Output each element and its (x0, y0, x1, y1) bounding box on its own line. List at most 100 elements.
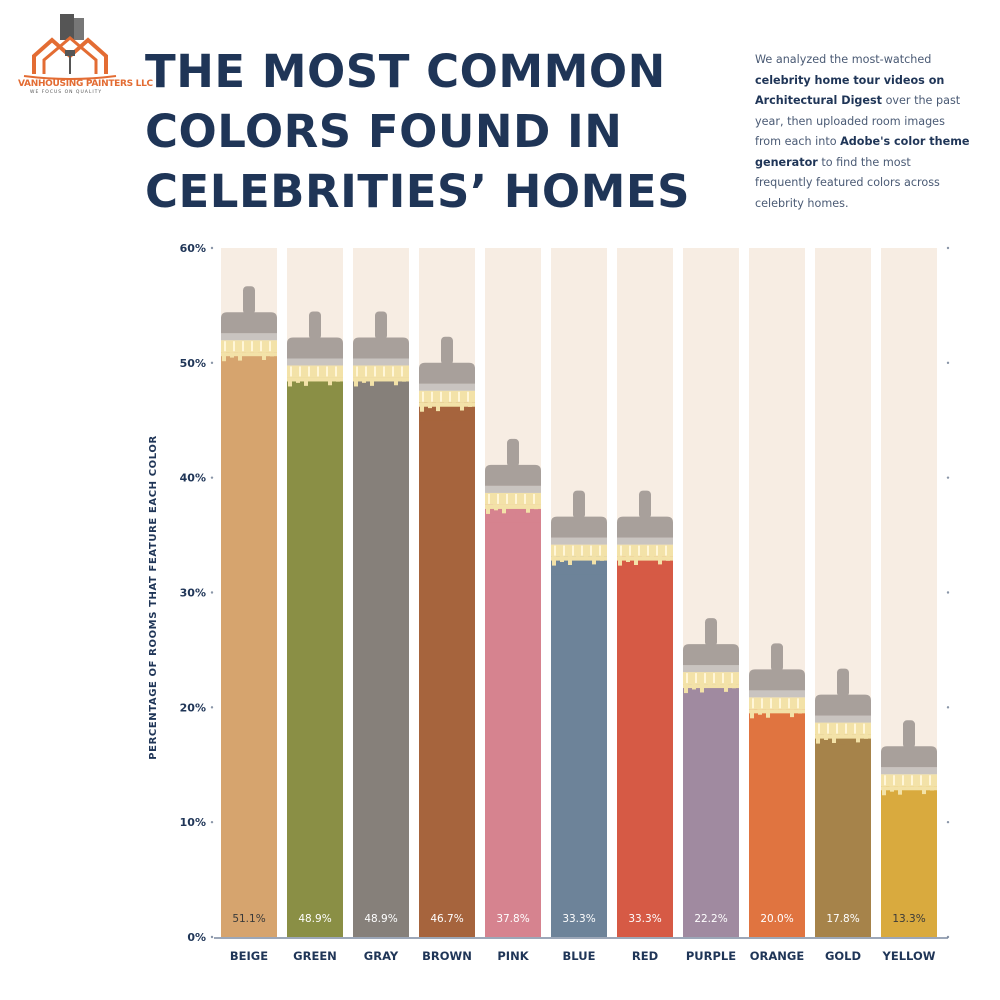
y-axis-label: PERCENTAGE OF ROOMS THAT FEATURE EACH CO… (148, 435, 159, 760)
y-tick-label: 60% (180, 242, 206, 255)
bristle-tip (370, 377, 374, 386)
brush-body (287, 337, 343, 359)
logo-name: VANHOUSING PAINTERS LLC (18, 79, 153, 89)
bristle-tip (568, 556, 572, 566)
bristle-line (356, 366, 358, 377)
x-category-label: GOLD (825, 949, 861, 963)
bristle-tip (270, 352, 274, 357)
brush-bristles (815, 722, 871, 735)
brush-body (419, 362, 475, 384)
bristle-tip (930, 786, 934, 791)
bristle-tip (320, 377, 324, 381)
brush-body (353, 337, 409, 359)
bristle-line (383, 366, 385, 377)
page-title: THE MOST COMMON COLORS FOUND IN CELEBRIT… (145, 42, 745, 222)
bar (221, 350, 277, 937)
bar-group-blue: 33.3% BLUE (551, 248, 607, 963)
brush-handle (705, 618, 717, 647)
bristle-tip (436, 402, 440, 412)
bar (551, 554, 607, 937)
paint-drips (749, 709, 805, 728)
bristle-line (695, 673, 697, 684)
paint-drips (221, 352, 277, 371)
bristle-line (638, 545, 640, 556)
bristle-tip (890, 786, 894, 792)
bar (485, 502, 541, 937)
bar-group-gold: 17.8% GOLD (815, 248, 871, 963)
bristle-line (269, 341, 271, 352)
bristle-line (761, 698, 763, 709)
bristle-tip (634, 556, 638, 566)
bristle-line (665, 545, 667, 556)
bristle-line (488, 493, 490, 504)
bristle-tip (576, 556, 580, 561)
brush-body (551, 516, 607, 538)
description-part: Adobe's color theme generator (755, 135, 970, 169)
brush-handle (243, 286, 255, 315)
bristle-line (797, 698, 799, 709)
bristle-tip (650, 556, 654, 560)
bristle-tip (914, 786, 918, 790)
bristle-tip (230, 352, 234, 358)
paint-drips (617, 556, 673, 575)
brush-handle (837, 668, 849, 697)
bristle-line (845, 723, 847, 734)
y-tick-dot (210, 935, 214, 939)
bristle-line (836, 723, 838, 734)
bar-group-beige: 51.1% BEIGE (221, 248, 277, 963)
bristle-line (731, 673, 733, 684)
right-tick-dot (946, 361, 950, 365)
bristle-line (260, 341, 262, 352)
bristle-tip (362, 377, 366, 383)
bristle-tip (526, 504, 530, 513)
bar-group-gray: 48.9% GRAY (353, 248, 409, 963)
bristle-line (392, 366, 394, 377)
bristle-line (854, 723, 856, 734)
bristle-line (374, 366, 376, 377)
brush-ferrule (617, 537, 673, 545)
bristle-line (533, 493, 535, 504)
bristle-tip (666, 556, 670, 561)
bristle-tip (394, 377, 398, 386)
bristle-tip (460, 402, 464, 411)
bristle-tip (312, 377, 316, 382)
bristle-tip (750, 709, 754, 719)
brush-bristles (419, 390, 475, 403)
brush-ferrule (353, 358, 409, 366)
logo-tagline: WE FOCUS ON QUALITY (30, 90, 103, 95)
bristle-tip (592, 556, 596, 565)
x-category-label: PURPLE (686, 949, 736, 963)
bristle-line (704, 673, 706, 684)
bristle-tip (254, 352, 258, 356)
brush-body (617, 516, 673, 538)
bristle-line (431, 391, 433, 402)
paint-drips (683, 684, 739, 703)
brush-body (881, 746, 937, 768)
bristle-tip (386, 377, 390, 381)
bristle-tip (864, 734, 868, 739)
bristle-tip (758, 709, 762, 715)
description: We analyzed the most-watched celebrity h… (755, 50, 970, 214)
bristle-line (581, 545, 583, 556)
brush-bristles (749, 697, 805, 710)
bristle-line (290, 366, 292, 377)
bristle-tip (518, 504, 522, 508)
brush-ferrule (749, 690, 805, 698)
bristle-line (299, 366, 301, 377)
bristle-tip (402, 377, 406, 382)
right-tick-dot (946, 591, 950, 594)
bristle-tip (692, 684, 696, 690)
bristle-line (233, 341, 235, 352)
bristle-line (629, 545, 631, 556)
bristle-tip (824, 734, 828, 740)
value-label: 33.3% (628, 913, 661, 925)
brush-ferrule (221, 333, 277, 341)
value-label: 33.3% (562, 913, 595, 925)
bar-group-yellow: 13.3% YELLOW (881, 248, 937, 963)
bar (353, 375, 409, 938)
brush-handle (573, 490, 585, 519)
bristle-line (920, 775, 922, 786)
bristle-tip (642, 556, 646, 561)
brush-ferrule (683, 665, 739, 673)
